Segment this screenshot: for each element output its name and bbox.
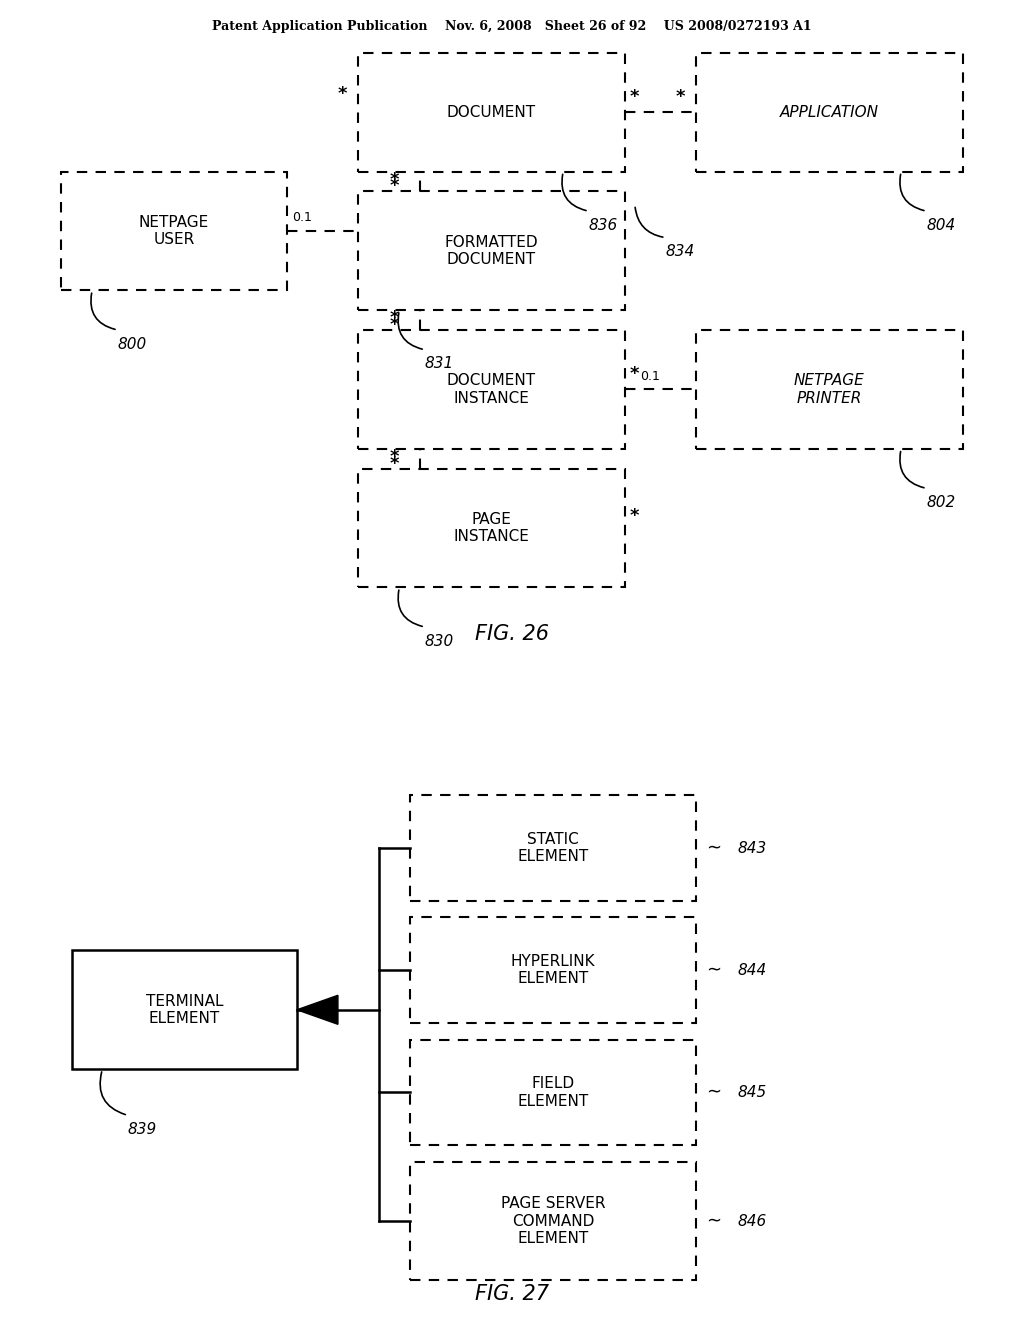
- Bar: [696, 330, 963, 449]
- Bar: [358, 53, 625, 172]
- Text: 843: 843: [737, 841, 767, 855]
- Text: ∼: ∼: [707, 840, 722, 857]
- Text: *: *: [338, 84, 347, 103]
- Bar: [410, 1040, 696, 1144]
- Text: *: *: [630, 366, 639, 384]
- Text: ∼: ∼: [707, 961, 722, 979]
- Text: *: *: [676, 88, 685, 107]
- Text: 804: 804: [927, 218, 956, 232]
- Polygon shape: [297, 995, 338, 1024]
- Text: 834: 834: [666, 244, 695, 259]
- Text: DOCUMENT: DOCUMENT: [446, 104, 537, 120]
- Text: STATIC
ELEMENT: STATIC ELEMENT: [517, 832, 589, 865]
- Text: *: *: [389, 315, 398, 334]
- Bar: [410, 917, 696, 1023]
- Bar: [61, 172, 287, 290]
- Text: *: *: [389, 447, 398, 466]
- Bar: [358, 330, 625, 449]
- Text: NETPAGE
USER: NETPAGE USER: [139, 215, 209, 247]
- Text: FORMATTED
DOCUMENT: FORMATTED DOCUMENT: [444, 235, 539, 267]
- Text: 844: 844: [737, 962, 767, 978]
- Text: *: *: [389, 177, 398, 195]
- Text: Patent Application Publication    Nov. 6, 2008   Sheet 26 of 92    US 2008/02721: Patent Application Publication Nov. 6, 2…: [212, 20, 812, 33]
- Text: *: *: [389, 454, 398, 473]
- Text: *: *: [389, 170, 398, 189]
- Bar: [410, 795, 696, 900]
- Text: TERMINAL
ELEMENT: TERMINAL ELEMENT: [145, 994, 223, 1026]
- Text: ∼: ∼: [707, 1084, 722, 1101]
- Text: FIG. 27: FIG. 27: [475, 1283, 549, 1304]
- Text: *: *: [630, 88, 639, 107]
- Text: FIG. 26: FIG. 26: [475, 623, 549, 644]
- Text: APPLICATION: APPLICATION: [780, 104, 879, 120]
- Bar: [358, 469, 625, 587]
- Text: 845: 845: [737, 1085, 767, 1100]
- Text: ∼: ∼: [707, 1212, 722, 1230]
- Text: 836: 836: [589, 218, 618, 232]
- Text: 0.1: 0.1: [292, 211, 311, 224]
- Bar: [696, 53, 963, 172]
- Text: NETPAGE
PRINTER: NETPAGE PRINTER: [794, 374, 865, 405]
- Text: DOCUMENT
INSTANCE: DOCUMENT INSTANCE: [446, 374, 537, 405]
- Bar: [72, 950, 297, 1069]
- Text: HYPERLINK
ELEMENT: HYPERLINK ELEMENT: [511, 954, 595, 986]
- Text: PAGE SERVER
COMMAND
ELEMENT: PAGE SERVER COMMAND ELEMENT: [501, 1196, 605, 1246]
- Text: *: *: [630, 507, 639, 525]
- Text: 846: 846: [737, 1213, 767, 1229]
- Text: PAGE
INSTANCE: PAGE INSTANCE: [454, 512, 529, 544]
- Text: 831: 831: [425, 356, 455, 371]
- Text: 0.1: 0.1: [640, 370, 659, 383]
- Text: 830: 830: [425, 634, 455, 648]
- Text: 800: 800: [118, 337, 147, 351]
- Bar: [410, 1162, 696, 1280]
- Text: 802: 802: [927, 495, 956, 510]
- Text: FIELD
ELEMENT: FIELD ELEMENT: [517, 1076, 589, 1109]
- Text: 839: 839: [128, 1122, 158, 1137]
- Text: *: *: [389, 309, 398, 327]
- Bar: [358, 191, 625, 310]
